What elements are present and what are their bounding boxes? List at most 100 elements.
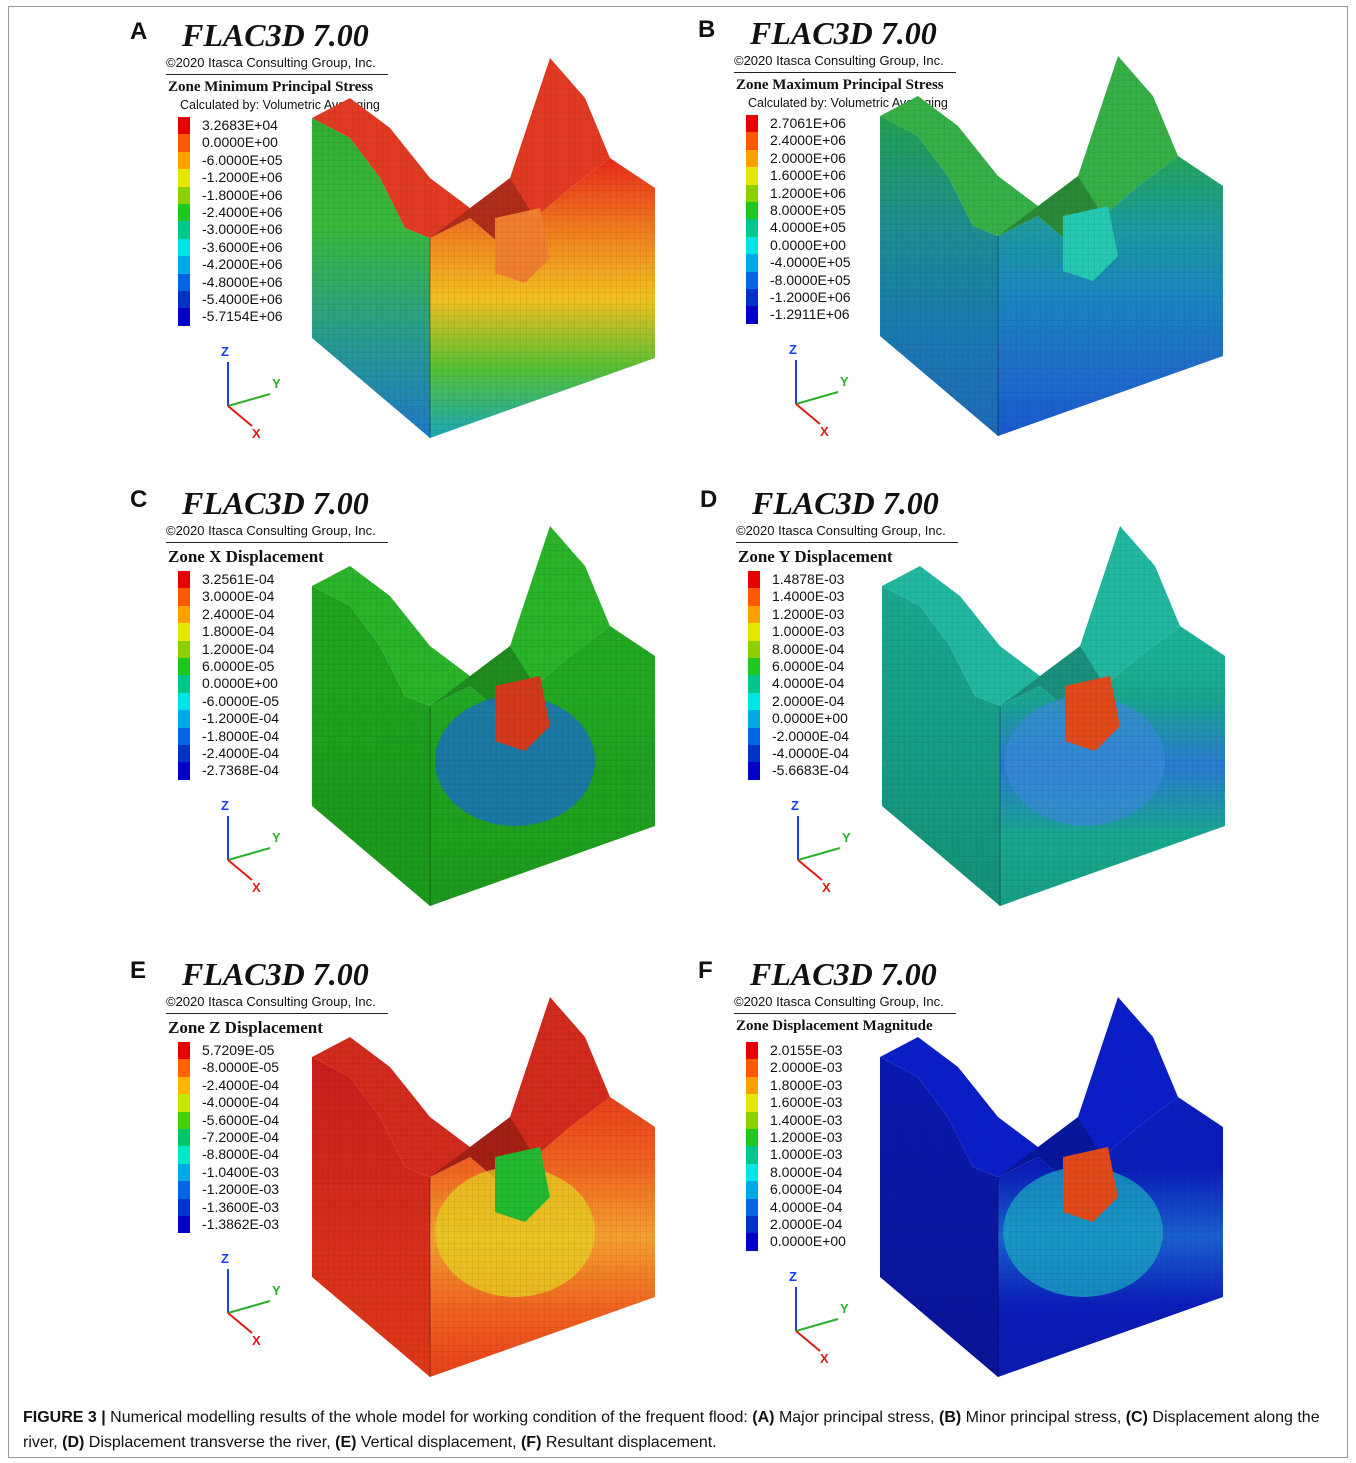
legend-swatch	[178, 692, 190, 711]
software-title: FLAC3D 7.00	[750, 956, 937, 992]
software-title: FLAC3D 7.00	[182, 17, 369, 53]
figure-caption: FIGURE 3 | Numerical modelling results o…	[23, 1405, 1323, 1455]
legend-value: -1.2911E+06	[770, 306, 850, 323]
axis-triad: Z Y X	[218, 344, 308, 444]
legend-value: -1.8000E+06	[202, 186, 283, 203]
legend-swatch	[746, 1181, 758, 1199]
legend-swatch	[746, 306, 758, 324]
caption-tag-a: (A)	[752, 1409, 775, 1426]
model-render	[312, 58, 655, 438]
legend-value: -2.4000E-04	[202, 1076, 280, 1093]
model-render	[312, 997, 655, 1377]
legend-swatch	[178, 710, 190, 728]
axis-triad: Z Y X	[788, 798, 878, 898]
legend-value: -8.8000E-04	[202, 1146, 280, 1163]
legend-swatch	[178, 134, 190, 152]
figure-frame	[8, 6, 1348, 1458]
numerical-model-view	[878, 997, 1258, 1397]
legend-swatch	[178, 203, 190, 222]
legend-calc-method: Calculated by: Volumetric Averaging	[180, 98, 380, 112]
legend-swatch	[178, 675, 190, 693]
legend-value: 1.4878E-03	[772, 571, 845, 587]
legend-value: 3.2561E-04	[202, 571, 275, 587]
legend-quantity-title: Zone Maximum Principal Stress	[736, 77, 944, 93]
legend-swatch	[746, 1076, 758, 1095]
axis-triad: Z Y X	[786, 1269, 876, 1369]
legend-value: 3.2683E+04	[202, 117, 278, 133]
legend-value: 2.0155E-03	[770, 1042, 843, 1058]
legend-swatch	[178, 1181, 190, 1199]
legend-swatch	[748, 710, 760, 728]
legend-value: 8.0000E-04	[772, 640, 845, 657]
legend-value: -1.0400E-03	[202, 1163, 280, 1180]
caption-text-e: Vertical displacement,	[356, 1434, 521, 1451]
model-render	[880, 997, 1223, 1377]
legend-swatch	[746, 1215, 758, 1234]
legend-value: -6.0000E-05	[202, 692, 280, 709]
legend-swatch	[746, 1128, 758, 1147]
legend-swatch	[746, 184, 758, 202]
numerical-model-view	[878, 56, 1258, 456]
legend-value: -5.6000E-04	[202, 1111, 280, 1128]
numerical-model-view	[310, 58, 690, 458]
legend-value: 5.7209E-05	[202, 1042, 275, 1058]
axis-label-z: Z	[789, 1269, 797, 1284]
copyright-text: ©2020 Itasca Consulting Group, Inc.	[166, 994, 376, 1009]
legend-swatch	[178, 640, 190, 658]
axis-label-x: X	[820, 424, 829, 439]
header-divider	[166, 1013, 388, 1014]
caption-tag-d: (D)	[62, 1434, 85, 1451]
panel-letter: B	[698, 16, 716, 43]
axis-label-z: Z	[789, 342, 797, 357]
legend-value: -5.4000E+06	[202, 290, 283, 307]
legend-value: -8.0000E+05	[770, 271, 851, 288]
legend-swatch	[746, 1111, 758, 1129]
legend-value: 2.0000E+06	[770, 149, 846, 166]
numerical-model-view	[880, 526, 1260, 926]
legend-swatch	[748, 744, 760, 763]
legend-swatch	[178, 151, 190, 170]
axis-label-y: Y	[840, 374, 849, 389]
panel-letter: F	[698, 957, 713, 984]
legend-value: 8.0000E-04	[770, 1163, 843, 1180]
legend-swatch	[178, 1076, 190, 1095]
legend-value: 4.0000E-04	[772, 675, 845, 692]
legend-value: -2.7368E-04	[202, 762, 280, 779]
legend-swatch	[746, 271, 758, 289]
legend-swatch	[748, 571, 760, 589]
legend-swatch	[746, 254, 758, 272]
legend-swatch	[746, 1233, 758, 1251]
legend-value: -4.8000E+06	[202, 273, 283, 290]
axis-triad-graphic	[797, 816, 841, 881]
legend-swatch	[178, 744, 190, 763]
legend-swatch	[178, 290, 190, 309]
legend-swatch	[746, 1094, 758, 1112]
panel-letter: C	[130, 486, 148, 513]
axis-triad-graphic	[795, 360, 839, 425]
axis-label-y: Y	[842, 830, 851, 845]
legend-swatch	[746, 1042, 758, 1060]
legend-swatch	[748, 692, 760, 711]
caption-text-c: Displacement along the river,	[23, 1409, 1320, 1451]
header-divider	[734, 1013, 956, 1014]
legend-swatch	[178, 308, 190, 326]
software-title: FLAC3D 7.00	[750, 15, 937, 51]
legend-quantity-title: Zone Y Displacement	[738, 547, 893, 566]
legend-value: 2.4000E+06	[770, 132, 846, 149]
legend-value: 1.2000E+06	[770, 184, 846, 201]
header-divider	[166, 74, 388, 75]
axis-label-y: Y	[272, 1283, 281, 1298]
legend-value: 2.7061E+06	[770, 115, 846, 131]
axis-triad-graphic	[795, 1287, 839, 1352]
legend-swatch	[748, 640, 760, 658]
legend-value: 3.0000E-04	[202, 588, 275, 605]
panel-letter: E	[130, 957, 147, 984]
legend-value: 2.0000E-04	[772, 692, 845, 709]
legend-value: 1.4000E-03	[772, 588, 845, 605]
legend-swatch	[178, 657, 190, 676]
legend-value: 2.0000E-04	[770, 1215, 843, 1232]
legend-value: -8.0000E-05	[202, 1059, 280, 1076]
legend-value: -1.8000E-04	[202, 727, 280, 744]
legend-value: 2.4000E-04	[202, 605, 275, 622]
legend-swatch	[178, 1094, 190, 1112]
